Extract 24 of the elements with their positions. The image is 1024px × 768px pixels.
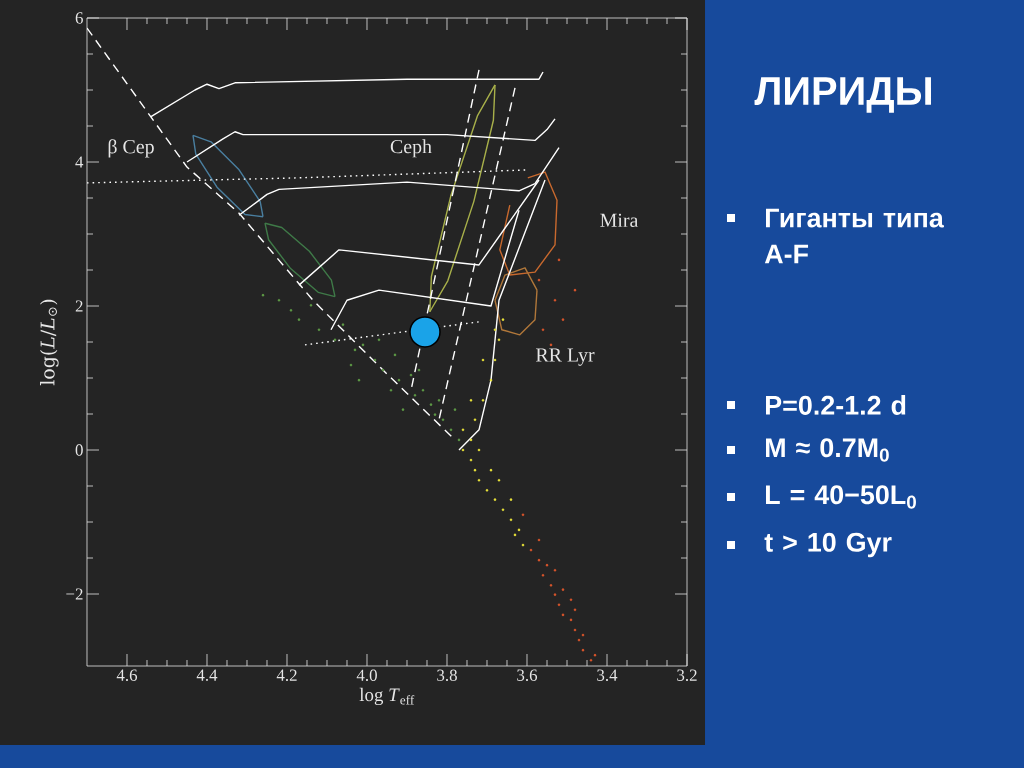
x-tick-label: 4.0 (356, 669, 377, 682)
annotation: Ceph (390, 139, 432, 158)
x-tick-label: 4.6 (116, 669, 138, 681)
y-tick-label: −2 (66, 588, 83, 600)
text: P=0.2-1.2 d (766, 395, 906, 415)
text: ЛИРИДЫ (754, 77, 931, 113)
x-axis-title: log T$_{eff}$ (359, 687, 415, 706)
x-tick-label: 3.8 (437, 669, 457, 682)
annotation: Mira (600, 213, 639, 228)
x-tick-label: 4.4 (196, 669, 218, 681)
y-tick-label: 6 (75, 12, 83, 24)
y-tick-label: 0 (75, 444, 83, 456)
annotation: β Cep (108, 139, 154, 158)
x-tick-label: 3.6 (517, 669, 538, 681)
y-tick-label: 2 (75, 300, 83, 312)
text: M ≈ 0.7M$_{0}$ (766, 438, 889, 462)
text: L = 40−50L$_{0}$ (766, 485, 916, 509)
y-tick-label: 4 (75, 156, 84, 168)
x-tick-label: 3.2 (677, 669, 697, 681)
x-tick-label: 3.4 (597, 669, 618, 681)
text: Гиганты типа A-F (764, 208, 944, 264)
x-tick-label: 4.2 (276, 669, 297, 681)
annotation: RR Lyr (535, 348, 595, 366)
text: t > 10 Gyr (764, 532, 892, 558)
